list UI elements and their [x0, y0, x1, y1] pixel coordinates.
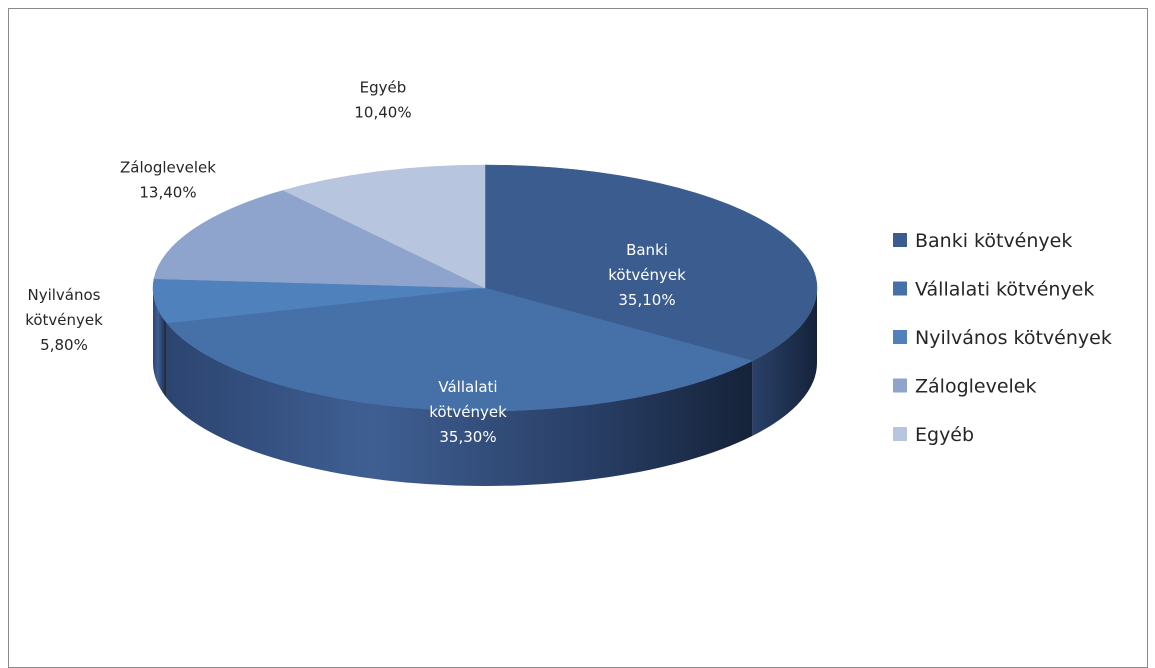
slice-label-vallalati-kotvenyek: Vállalati kötvények 35,30% [429, 378, 507, 446]
legend-swatch [893, 330, 907, 344]
legend-swatch [893, 233, 907, 247]
slice-vallalati-kotvenyek[interactable] [166, 287, 754, 412]
legend: Banki kötvények Vállalati kötvények Nyilvá… [893, 230, 1112, 446]
slice-label-zaloglevelek: Záloglevelek 13,40% [120, 159, 216, 202]
slice-label-egyeb: Egyéb 10,40% [354, 79, 411, 122]
slice-side-nyilvanos-kotvenyek [153, 288, 167, 399]
legend-item-egyeb: Egyéb [893, 424, 974, 446]
legend-label: Záloglevelek [915, 376, 1037, 398]
slice-banki-kotvenyek[interactable] [484, 164, 818, 362]
slice-label-banki-kotvenyek: Banki kötvények 35,10% [608, 241, 686, 309]
legend-swatch [893, 378, 907, 393]
legend-label: Vállalati kötvények [915, 279, 1094, 301]
slice-side-banki-kotvenyek [752, 288, 817, 436]
pie-side-layer [153, 288, 817, 486]
slice-labels: Banki kötvények 35,10% Vállalati kötvények 35… [25, 79, 686, 447]
legend-item-banki-kotvenyek: Banki kötvények [893, 230, 1072, 252]
pie-chart: Banki kötvények 35,10% Vállalati kötvények 35… [25, 79, 1112, 486]
legend-item-zaloglevelek: Záloglevelek [893, 376, 1037, 398]
slice-side-vallalati-kotvenyek [166, 323, 753, 486]
legend-label: Nyilvános kötvények [915, 327, 1112, 349]
legend-item-nyilvanos-kotvenyek: Nyilvános kötvények [893, 327, 1112, 349]
legend-item-vallalati-kotvenyek: Vállalati kötvények [893, 279, 1094, 301]
slice-label-nyilvanos-kotvenyek: Nyilvános kötvények 5,80% [25, 286, 103, 354]
legend-label: Banki kötvények [915, 230, 1072, 252]
legend-swatch [893, 427, 907, 441]
slice-zaloglevelek[interactable] [153, 190, 486, 289]
legend-label: Egyéb [915, 424, 974, 446]
legend-swatch [893, 281, 907, 296]
slice-egyeb[interactable] [282, 164, 486, 289]
pie-top-layer [152, 164, 818, 412]
